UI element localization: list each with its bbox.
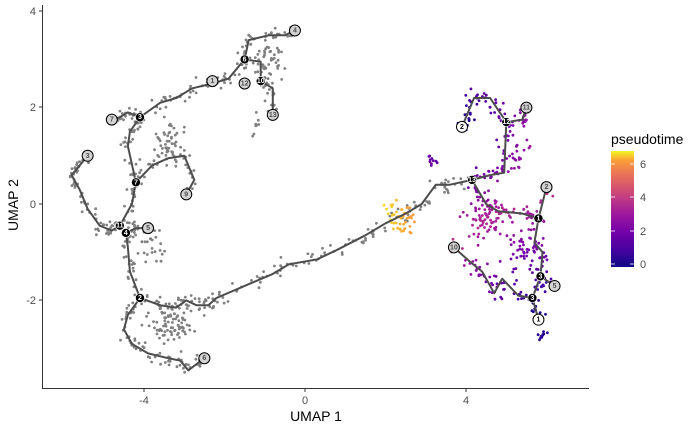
trajectory-segment: [118, 181, 137, 227]
trajectory-node-black-11: 11: [115, 220, 125, 231]
svg-text:2: 2: [138, 295, 142, 302]
trajectory-segment: [122, 297, 206, 372]
svg-text:12: 12: [502, 119, 510, 126]
svg-text:5: 5: [553, 283, 557, 290]
x-axis-title: UMAP 1: [290, 408, 342, 424]
trajectory-node-black-13: 13: [467, 175, 477, 185]
svg-text:4: 4: [124, 230, 128, 237]
trajectory-node-black-3: 3: [527, 293, 538, 303]
trajectory-segment: [471, 178, 540, 220]
trajectory-node-grey-7: 7: [105, 113, 118, 126]
cell-points: [68, 25, 559, 374]
trajectory-node-black-2: 2: [135, 293, 145, 303]
trajectory-segment: [124, 231, 141, 299]
trajectory-node-black-4: 4: [121, 228, 131, 238]
trajectory-node-grey-5: 5: [142, 222, 155, 235]
x-axis: -4 0 4 UMAP 1: [42, 388, 589, 424]
svg-text:1: 1: [210, 78, 214, 85]
trajectory-node-black-10: 10: [255, 76, 266, 86]
svg-text:11: 11: [116, 223, 124, 230]
trajectory-node-grey-13: 13: [266, 108, 279, 121]
trajectory-node-grey-2: 2: [540, 181, 553, 194]
y-tick-2: 2: [30, 102, 36, 114]
svg-text:1: 1: [536, 215, 540, 222]
svg-text:2: 2: [460, 124, 464, 131]
trajectory-node-grey-6: 6: [198, 352, 211, 365]
trajectory-segment: [471, 121, 508, 181]
x-tick-4: 4: [463, 395, 469, 407]
svg-text:3: 3: [138, 114, 142, 121]
y-axis: 4 2 0 -2 UMAP 2: [5, 5, 43, 388]
svg-text:3: 3: [86, 153, 90, 160]
colorbar: [611, 151, 634, 267]
trajectory-node-grey-4: 4: [288, 24, 301, 37]
legend-title: pseudotime: [611, 131, 684, 147]
y-tick-0: 0: [30, 199, 36, 211]
trajectory-segment: [139, 58, 246, 119]
pseudotime-legend: pseudotime 6 4 2 0: [611, 131, 684, 271]
x-tick-0: 0: [302, 395, 308, 407]
trajectory-node-black-3: 3: [135, 112, 145, 123]
svg-text:10: 10: [257, 78, 265, 85]
svg-text:6: 6: [243, 56, 247, 63]
trajectory-node-white-1: 1: [532, 313, 545, 326]
trajectory-node-black-7: 7: [131, 177, 141, 188]
svg-text:4: 4: [293, 27, 297, 34]
legend-tick-6: 6: [640, 159, 646, 171]
trajectory-node-grey-12: 12: [238, 77, 251, 90]
svg-text:12: 12: [241, 81, 249, 88]
svg-text:13: 13: [269, 112, 277, 119]
trajectory-node-grey-10: 10: [447, 241, 460, 254]
svg-text:2: 2: [545, 184, 549, 191]
svg-text:11: 11: [523, 105, 531, 112]
svg-text:6: 6: [202, 355, 206, 362]
trajectory-segment: [461, 97, 508, 128]
svg-text:1: 1: [536, 317, 540, 324]
svg-text:7: 7: [110, 117, 114, 124]
x-tick-neg4: -4: [139, 395, 149, 407]
svg-text:9: 9: [184, 191, 188, 198]
svg-text:13: 13: [468, 177, 476, 184]
legend-tick-0: 0: [640, 259, 646, 271]
trajectory-node-black-1: 1: [533, 213, 544, 224]
trajectory-node-grey-9: 9: [180, 188, 193, 201]
legend-tick-4: 4: [640, 192, 646, 204]
trajectory-node-grey-5: 5: [548, 279, 561, 292]
trajectory-node-grey-11: 11: [520, 101, 533, 114]
svg-text:7: 7: [134, 179, 138, 186]
svg-text:3: 3: [539, 273, 543, 280]
trajectory-segment: [70, 154, 121, 232]
trajectory-node-grey-1: 1: [206, 75, 219, 88]
svg-text:5: 5: [146, 225, 150, 232]
legend-tick-2: 2: [640, 226, 646, 238]
trajectory-node-black-3: 3: [535, 271, 546, 282]
trajectory-segment: [243, 29, 296, 61]
trajectory-segment: [134, 154, 196, 196]
y-tick-4: 4: [30, 6, 36, 18]
svg-text:3: 3: [530, 295, 534, 302]
trajectory-segment: [126, 116, 141, 184]
trajectory-node-grey-3: 3: [81, 149, 94, 162]
svg-text:10: 10: [450, 244, 458, 251]
trajectory-segment: [139, 178, 473, 309]
trajectory-node-black-12: 12: [501, 117, 512, 127]
y-axis-title: UMAP 2: [5, 179, 21, 231]
trajectory-node-black-6: 6: [239, 54, 250, 65]
trajectory-segment: [452, 246, 534, 299]
trajectory-node-white-2: 2: [455, 120, 468, 133]
y-tick-neg2: -2: [26, 295, 36, 307]
